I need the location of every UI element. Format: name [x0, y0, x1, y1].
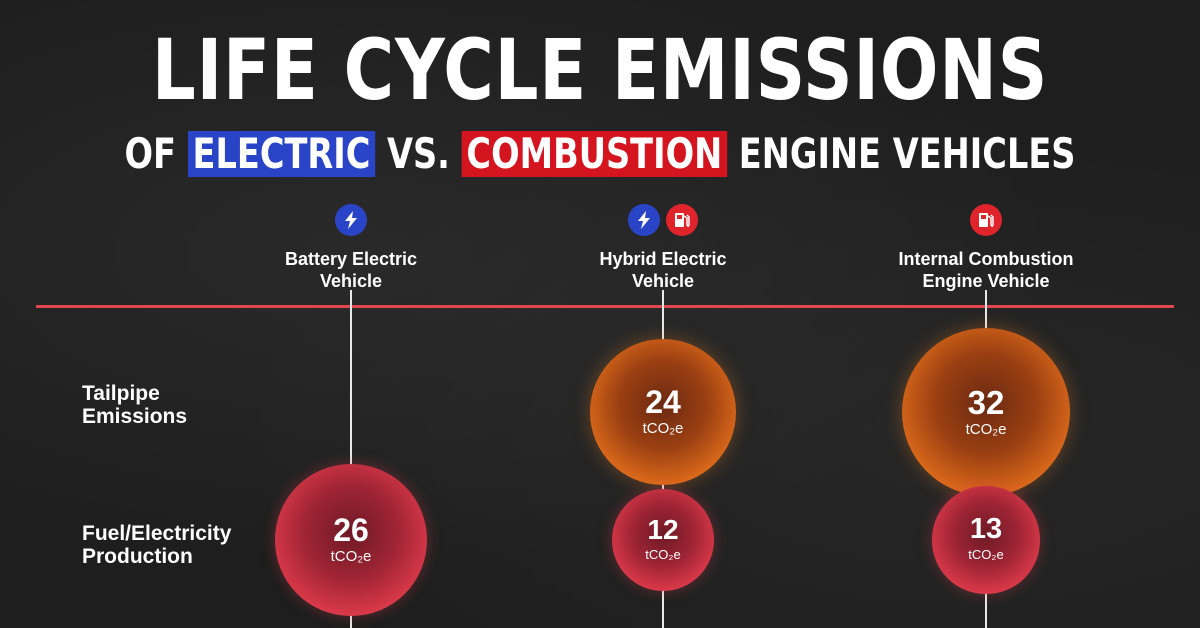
column-label-ice-line1: Internal Combustion: [898, 249, 1074, 269]
page-subtitle: OF ELECTRIC VS. COMBUSTION ENGINE VEHICL…: [120, 126, 1080, 182]
row-label-tailpipe-line2: Emissions: [82, 405, 188, 428]
column-header-hev: Hybrid Electric Vehicle: [553, 204, 773, 292]
bubble-fuel-production-hev: 12 tCO₂e: [611, 488, 715, 592]
column-label-hev-line2: Vehicle: [631, 271, 695, 291]
header-divider: [36, 305, 1174, 308]
row-label-tailpipe: Tailpipe Emissions: [82, 382, 187, 428]
fuel-pump-icon: [666, 204, 698, 236]
bubble-unit: tCO₂e: [968, 547, 1004, 563]
bubble-value: 32: [967, 383, 1005, 421]
subtitle-electric-highlight: ELECTRIC: [187, 131, 376, 177]
row-label-fuel-line2: Production: [82, 545, 193, 568]
column-label-bev-line2: Vehicle: [319, 271, 383, 291]
lightning-icon: [628, 204, 660, 236]
column-label-ice-line2: Engine Vehicle: [922, 271, 1050, 291]
page-title: LIFE CYCLE EMISSIONS: [151, 21, 1049, 119]
bubble-value: 26: [333, 511, 369, 548]
row-label-fuel-production: Fuel/Electricity Production: [82, 522, 231, 568]
bubble-value: 12: [647, 513, 679, 545]
bubble-value: 24: [645, 383, 681, 420]
subtitle-vs: VS.: [386, 129, 450, 178]
bubble-fuel-production-bev: 26 tCO₂e: [275, 464, 427, 616]
lightning-icon: [335, 204, 367, 236]
row-label-tailpipe-line1: Tailpipe: [82, 382, 160, 405]
bubble-unit: tCO₂e: [965, 420, 1007, 438]
fuel-pump-icon: [970, 204, 1002, 236]
bubble-unit: tCO₂e: [330, 547, 372, 565]
subtitle-combustion-highlight: COMBUSTION: [461, 131, 728, 177]
bubble-value: 13: [969, 513, 1003, 546]
bubble-unit: tCO₂e: [645, 546, 681, 562]
bubble-tailpipe-ice: 32 tCO₂e: [902, 328, 1070, 496]
column-label-bev-line1: Battery Electric: [284, 249, 418, 269]
column-header-ice: Internal Combustion Engine Vehicle: [876, 204, 1096, 292]
subtitle-suffix: ENGINE VEHICLES: [738, 129, 1076, 178]
bubble-tailpipe-hev: 24 tCO₂e: [590, 339, 736, 485]
column-label-hev-line1: Hybrid Electric: [599, 249, 727, 269]
bubble-fuel-production-ice: 13 tCO₂e: [932, 486, 1040, 594]
subtitle-prefix: OF: [124, 129, 177, 178]
row-label-fuel-line1: Fuel/Electricity: [82, 522, 232, 545]
bubble-unit: tCO₂e: [642, 419, 684, 437]
column-header-bev: Battery Electric Vehicle: [241, 204, 461, 292]
column-line-bev: [350, 290, 352, 628]
